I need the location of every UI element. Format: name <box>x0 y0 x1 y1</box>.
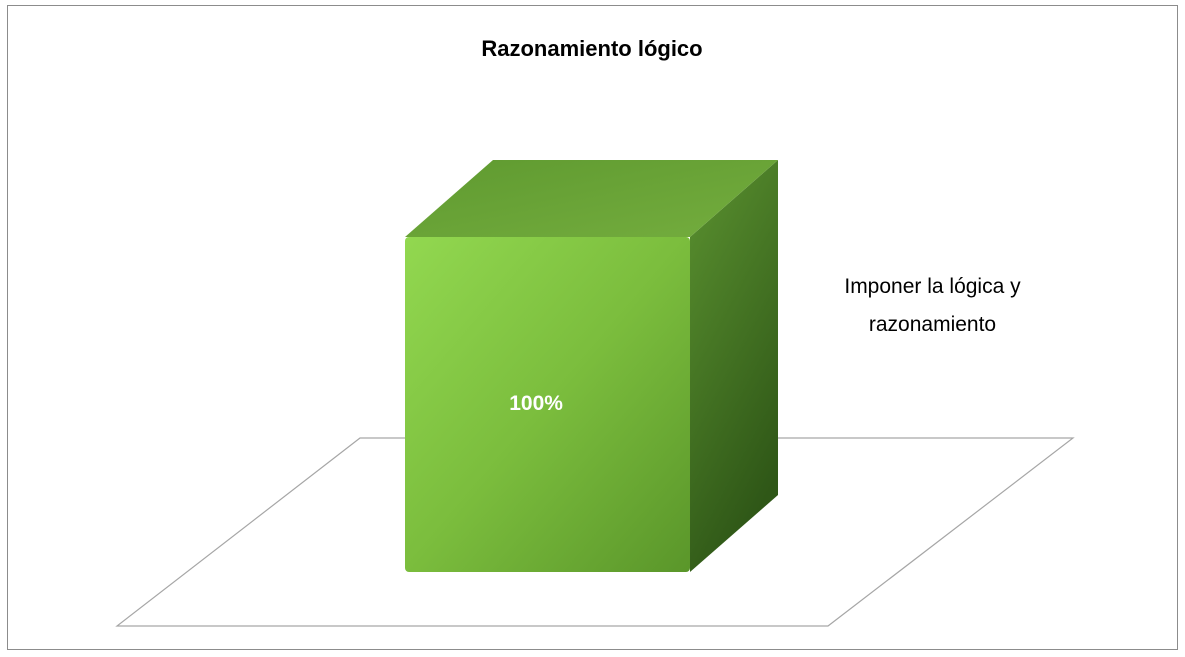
legend-entry: Imponer la lógica y razonamiento <box>844 275 1021 336</box>
bars: 100% <box>405 160 778 572</box>
chart-title: Razonamiento lógico <box>481 36 702 61</box>
bar-front <box>405 237 690 572</box>
bar-top <box>405 160 778 237</box>
bar <box>405 160 778 572</box>
floor <box>115 437 1075 627</box>
data-label: 100% <box>509 392 563 415</box>
bar-side <box>690 160 778 572</box>
